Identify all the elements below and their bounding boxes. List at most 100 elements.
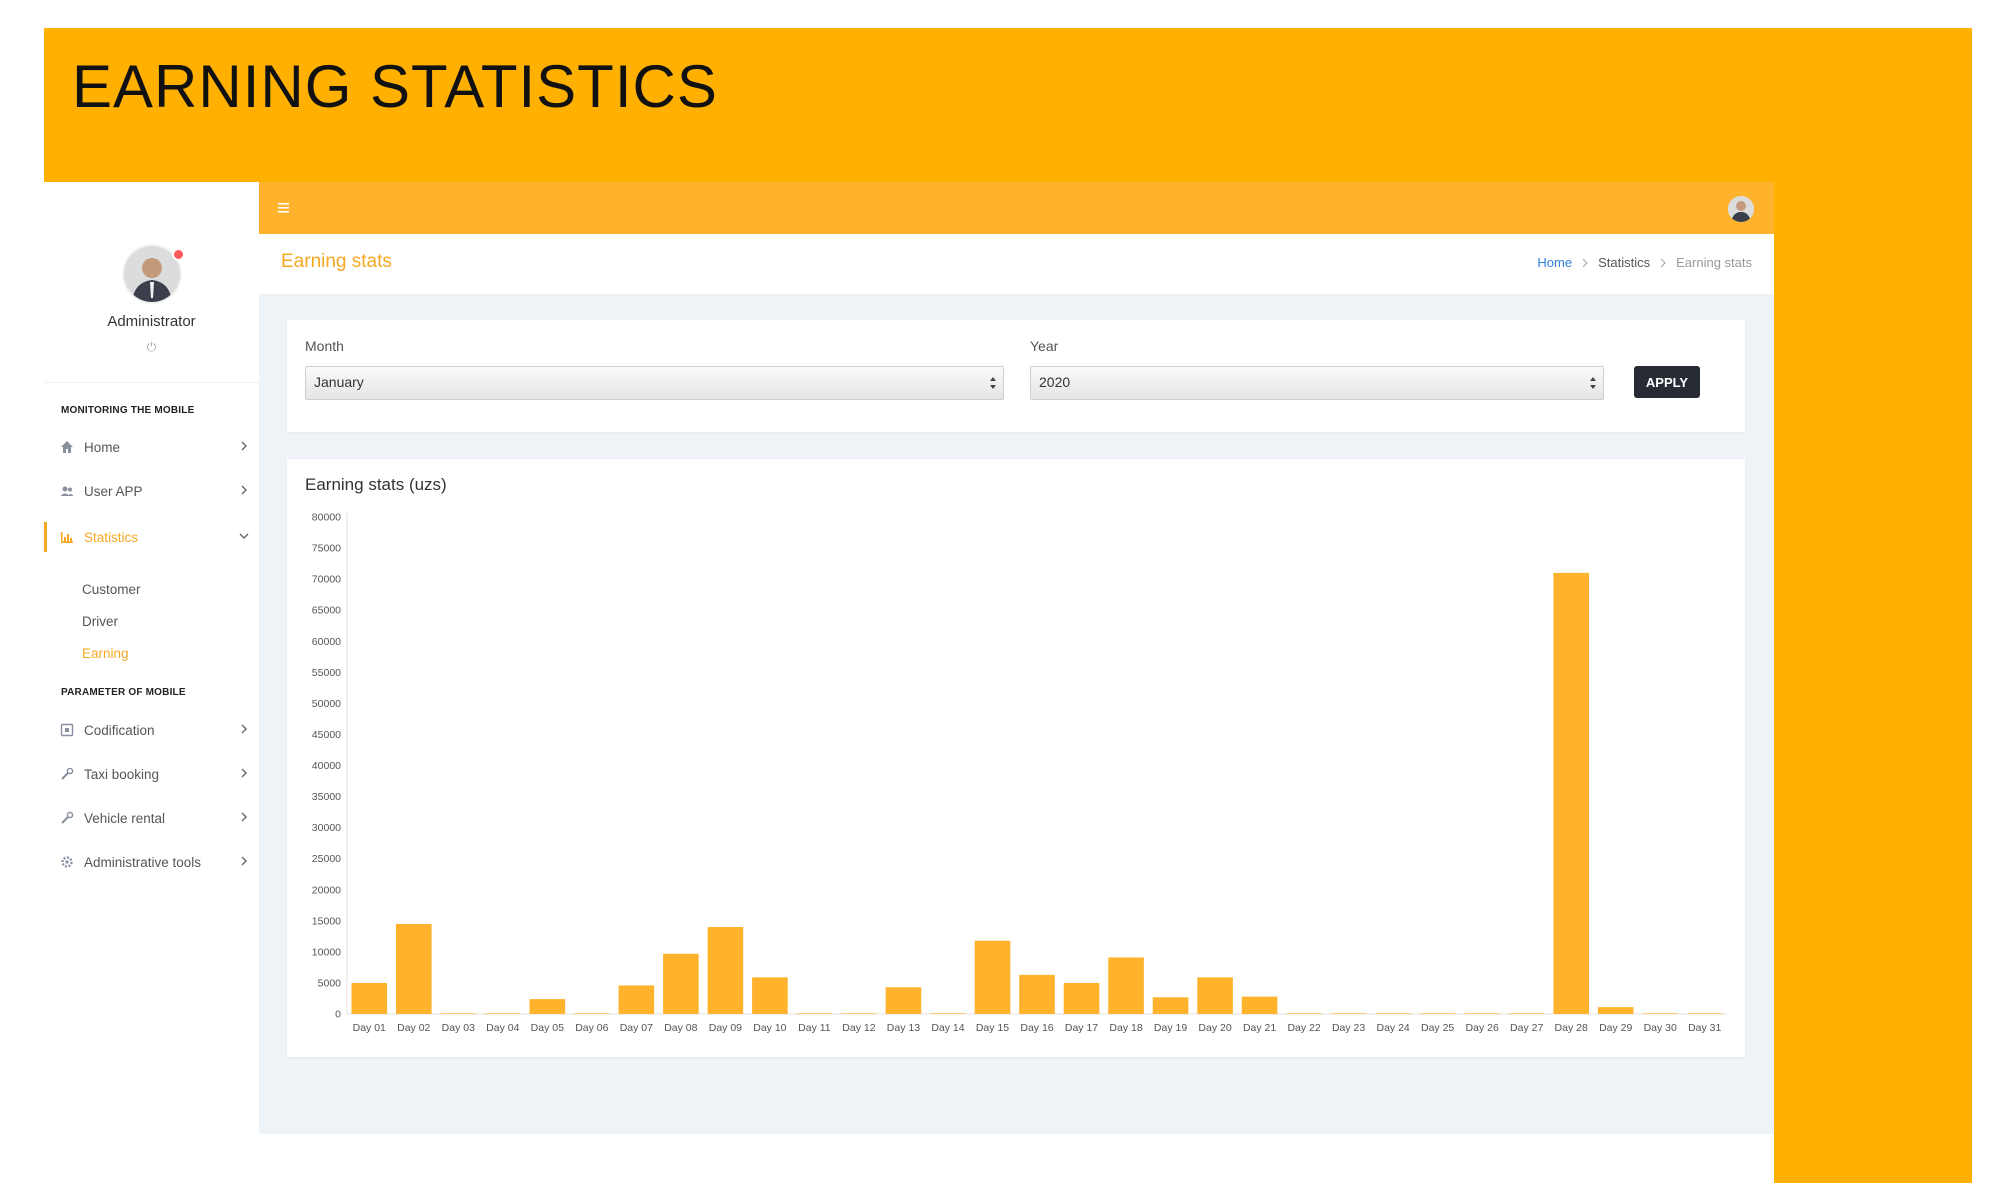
year-label: Year xyxy=(1030,338,1059,354)
profile-panel: Administrator ⏻ xyxy=(44,182,259,383)
y-tick-label: 30000 xyxy=(312,822,341,834)
bar xyxy=(1241,996,1278,1014)
bar xyxy=(351,982,388,1014)
breadcrumb-statistics[interactable]: Statistics xyxy=(1598,255,1651,270)
sidebar-item-label: Home xyxy=(84,439,121,455)
bar xyxy=(1553,572,1589,1014)
earning-bar-chart: 0 5000 10000 15000 20000 25000 30000 35000 40000… xyxy=(312,512,1727,1034)
x-tick-label: Day 12 xyxy=(842,1022,875,1034)
breadcrumb-home[interactable]: Home xyxy=(1537,255,1573,270)
bar xyxy=(395,923,432,1014)
bar xyxy=(529,999,566,1014)
y-tick-label: 70000 xyxy=(312,574,341,586)
sidebar-item-taxi-booking[interactable]: Taxi booking xyxy=(44,759,259,789)
x-tick-label: Day 29 xyxy=(1599,1022,1632,1034)
app-window: Administrator ⏻ MONITORING THE MOBILE Ho… xyxy=(44,182,1774,1186)
bar xyxy=(618,985,655,1014)
y-tick-label: 60000 xyxy=(312,636,341,648)
sidebar: Administrator ⏻ MONITORING THE MOBILE Ho… xyxy=(44,182,260,1186)
sidebar-item-home[interactable]: Home xyxy=(44,432,259,462)
x-tick-label: Day 20 xyxy=(1198,1022,1231,1034)
bar xyxy=(440,1013,477,1014)
wrench-icon xyxy=(61,767,74,780)
bar xyxy=(1508,1013,1545,1014)
bar xyxy=(974,940,1011,1014)
y-tick-label: 0 xyxy=(335,1009,341,1021)
page-title: Earning stats xyxy=(281,251,392,272)
apply-button[interactable]: APPLY xyxy=(1634,366,1700,398)
x-tick-label: Day 21 xyxy=(1243,1022,1276,1034)
x-tick-label: Day 30 xyxy=(1644,1022,1677,1034)
bar xyxy=(752,977,788,1014)
x-tick-label: Day 16 xyxy=(1020,1022,1053,1034)
bar xyxy=(707,927,744,1014)
power-icon[interactable]: ⏻ xyxy=(146,340,157,354)
bar xyxy=(1330,1013,1367,1014)
x-tick-label: Day 18 xyxy=(1109,1022,1142,1034)
x-tick-label: Day 22 xyxy=(1287,1022,1320,1034)
codification-icon xyxy=(60,723,74,737)
bar xyxy=(1108,957,1144,1014)
y-tick-label: 80000 xyxy=(312,512,341,524)
bar xyxy=(1375,1013,1411,1014)
x-tick-label: Day 15 xyxy=(976,1022,1009,1034)
chevron-right-icon xyxy=(241,441,247,451)
sidebar-item-label: Taxi booking xyxy=(84,766,160,782)
gear-icon xyxy=(61,856,73,868)
banner-title: EARNING STATISTICS xyxy=(72,53,718,120)
x-tick-label: Day 04 xyxy=(486,1022,519,1034)
sidebar-item-vehicle-rental[interactable]: Vehicle rental xyxy=(44,803,259,833)
y-tick-label: 50000 xyxy=(312,698,341,710)
x-tick-label: Day 23 xyxy=(1332,1022,1365,1034)
year-select-value: 2020 xyxy=(1039,374,1071,390)
admin-name: Administrator xyxy=(107,313,196,330)
sidebar-item-label: Statistics xyxy=(84,529,139,545)
sidebar-subitem-customer[interactable]: Customer xyxy=(82,582,141,597)
x-tick-label: Day 17 xyxy=(1065,1022,1098,1034)
year-select[interactable]: 2020 xyxy=(1030,366,1604,400)
main-content: Earning stats Home Statistics Earning st… xyxy=(259,182,1774,1186)
x-tick-label: Day 25 xyxy=(1421,1022,1454,1034)
select-arrows-icon xyxy=(990,377,996,389)
chevron-right-icon xyxy=(241,856,247,866)
x-tick-label: Day 10 xyxy=(753,1022,786,1034)
breadcrumb-current: Earning stats xyxy=(1676,255,1752,270)
sidebar-item-codification[interactable]: Codification xyxy=(44,715,259,745)
bar xyxy=(1197,977,1233,1014)
sidebar-item-label: Codification xyxy=(84,722,155,738)
section-label-parameter: PARAMETER OF MOBILE xyxy=(61,687,186,698)
bar xyxy=(663,953,699,1014)
breadcrumb: Home Statistics Earning stats xyxy=(1537,255,1752,270)
filter-card: Month January Year 2020 APPLY xyxy=(287,320,1745,432)
y-tick-label: 40000 xyxy=(312,760,341,772)
sidebar-item-label: User APP xyxy=(84,483,143,499)
bar xyxy=(1419,1013,1456,1014)
sidebar-subitem-driver[interactable]: Driver xyxy=(82,614,118,629)
sidebar-item-statistics[interactable]: Statistics xyxy=(44,522,259,552)
sidebar-item-label: Vehicle rental xyxy=(84,810,166,826)
sidebar-item-administrative-tools[interactable]: Administrative tools xyxy=(44,847,259,877)
user-avatar[interactable] xyxy=(1728,196,1754,222)
x-tick-label: Day 06 xyxy=(575,1022,608,1034)
month-select-value: January xyxy=(314,374,364,390)
menu-icon[interactable] xyxy=(275,198,295,218)
sidebar-subitem-earning[interactable]: Earning xyxy=(82,646,129,661)
month-label: Month xyxy=(305,338,344,354)
chevron-right-icon xyxy=(241,812,247,822)
sidebar-item-user-app[interactable]: User APP xyxy=(44,476,259,506)
x-tick-label: Day 13 xyxy=(887,1022,920,1034)
x-tick-label: Day 11 xyxy=(798,1022,831,1034)
month-select[interactable]: January xyxy=(305,366,1004,400)
bar xyxy=(885,987,922,1014)
home-icon xyxy=(61,441,73,453)
bar xyxy=(930,1013,966,1014)
select-arrows-icon xyxy=(1590,377,1596,389)
x-tick-label: Day 02 xyxy=(397,1022,430,1034)
x-tick-label: Day 26 xyxy=(1466,1022,1499,1034)
x-tick-label: Day 19 xyxy=(1154,1022,1187,1034)
sidebar-item-label: Administrative tools xyxy=(84,854,202,870)
section-label-monitoring: MONITORING THE MOBILE xyxy=(61,405,195,416)
wrench-icon xyxy=(61,811,74,824)
page-header: Earning stats Home Statistics Earning st… xyxy=(259,234,1774,294)
avatar[interactable] xyxy=(122,244,182,304)
